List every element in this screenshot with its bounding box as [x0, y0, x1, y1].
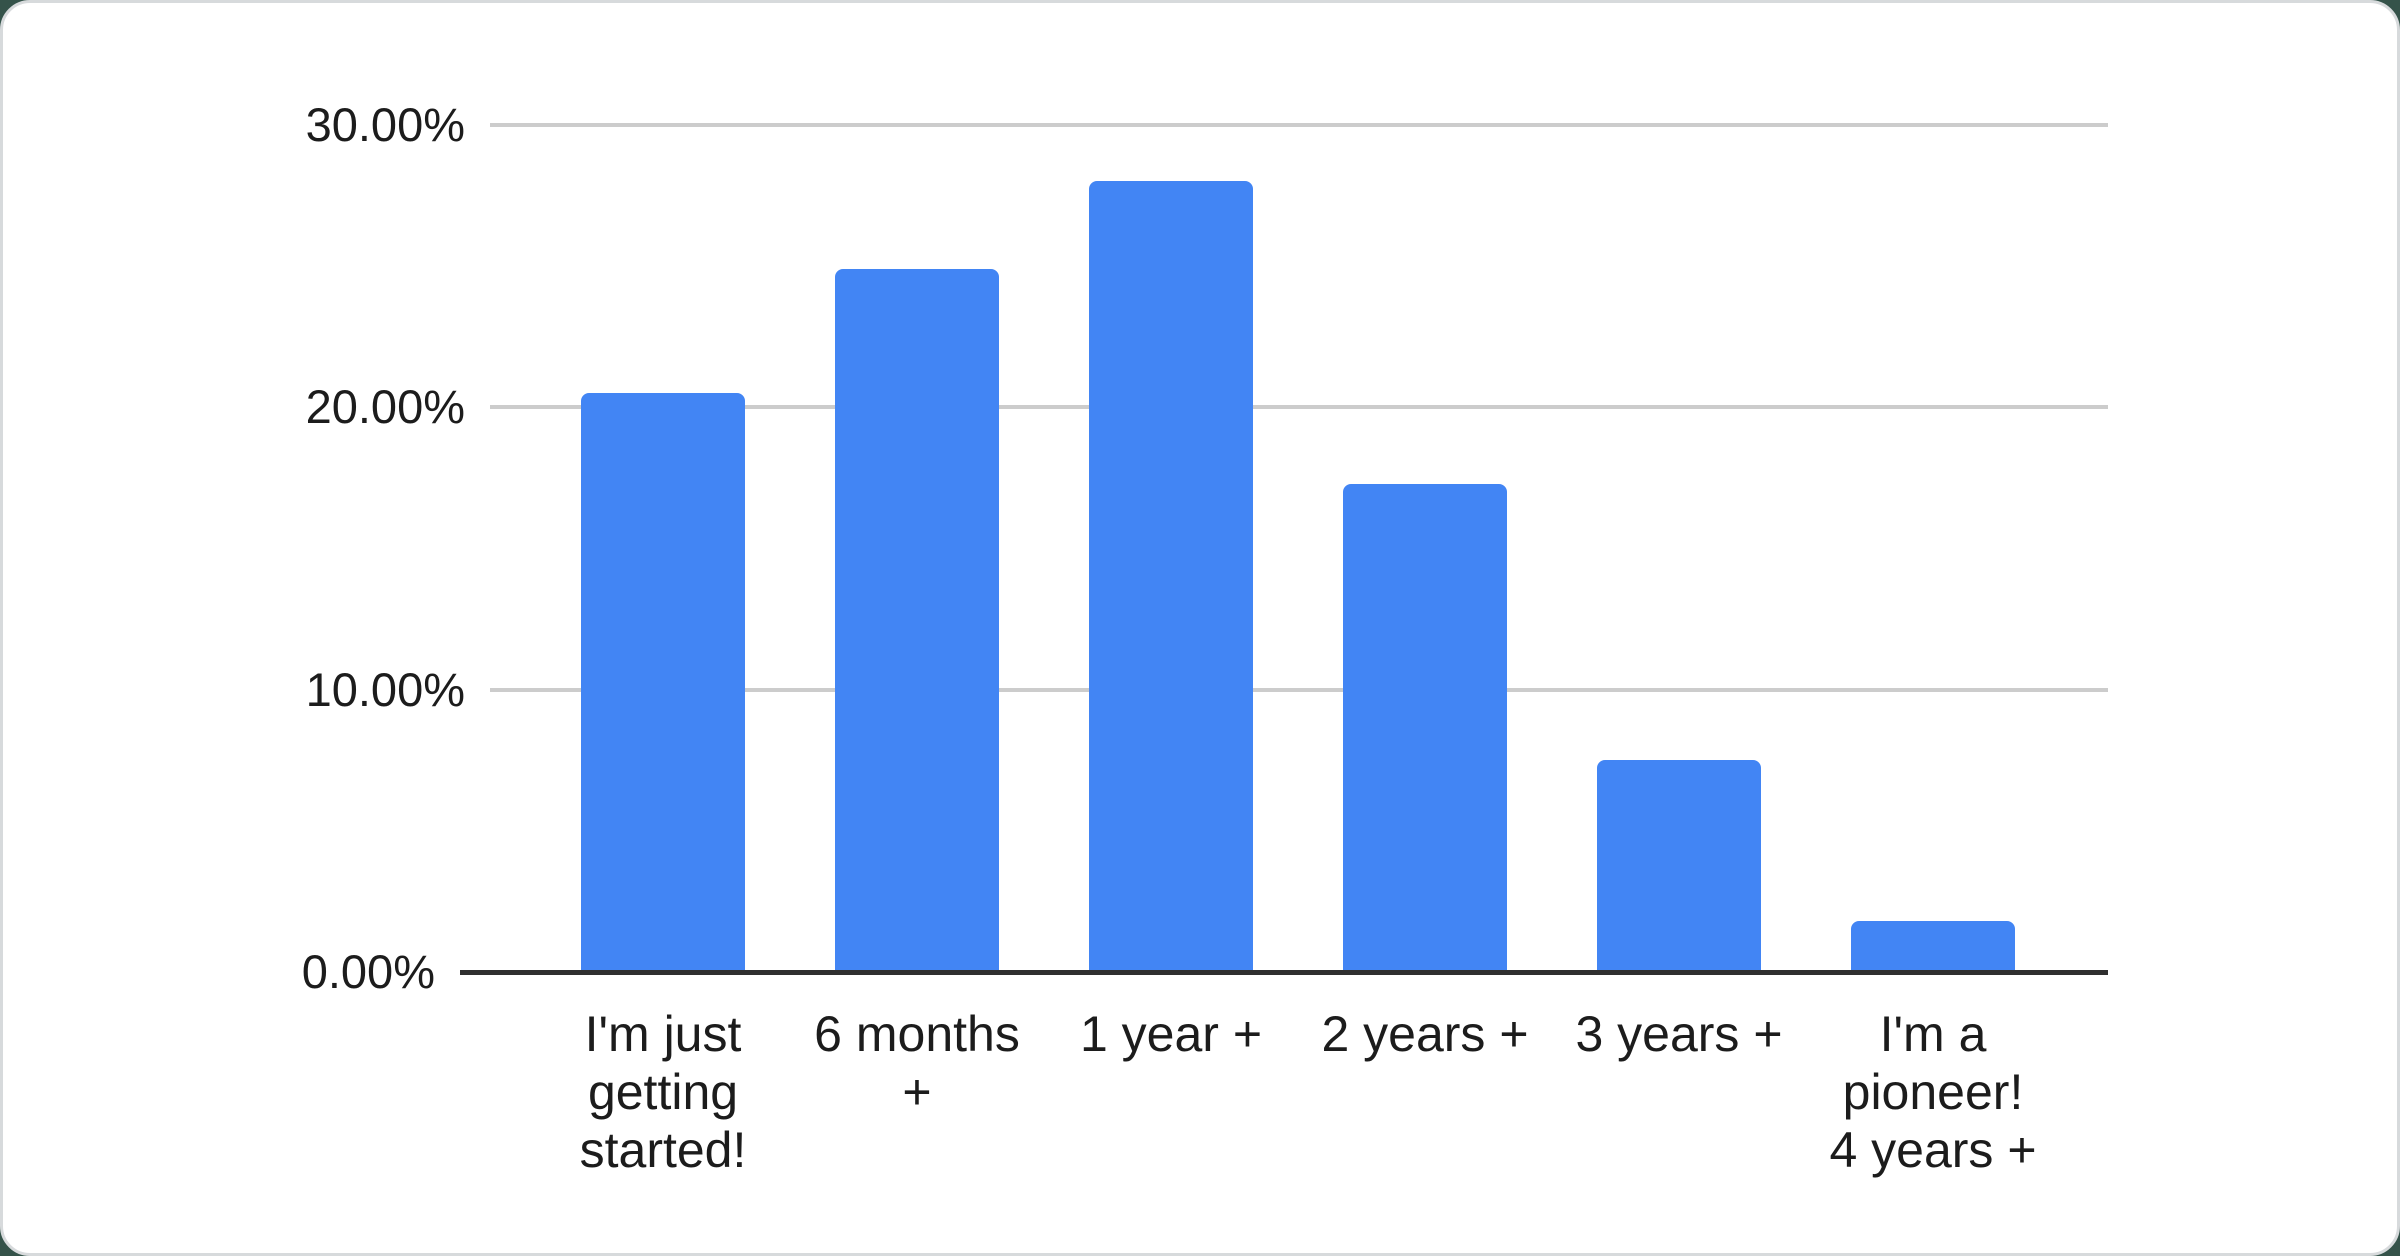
y-axis-label-20pct: 20.00%: [305, 380, 465, 434]
bar-chart: 30.00% 20.00% 10.00% 0.00% I'm just getting…: [3, 3, 2400, 1256]
y-axis-label-10pct: 10.00%: [305, 662, 465, 716]
x-axis-label-6-months: 6 months +: [814, 1006, 1020, 1120]
gridline-10pct: [490, 687, 2108, 692]
bar-2-years: [1343, 484, 1507, 972]
x-axis-label-i-m-a-pioneer-4-years: I'm a pioneer! 4 years +: [1829, 1006, 2037, 1178]
bar-1-year: [1089, 181, 1253, 972]
bar-i-m-a-pioneer-4-years: [1851, 921, 2015, 972]
bar-i-m-just-getting-started: [581, 393, 745, 972]
gridline-30pct: [490, 123, 2108, 127]
x-axis-label-3-years: 3 years +: [1575, 1006, 1783, 1062]
x-axis-label-1-year: 1 year +: [1079, 1006, 1263, 1062]
gridline-20pct: [490, 405, 2108, 410]
x-axis-baseline: [460, 970, 2108, 975]
x-axis-label-2-years: 2 years +: [1321, 1006, 1529, 1062]
x-axis-label-i-m-just-getting-started: I'm just getting started!: [579, 1006, 747, 1178]
y-axis-label-0pct: 0.00%: [301, 945, 435, 998]
bar-3-years: [1597, 760, 1761, 972]
y-axis-label-30pct: 30.00%: [305, 98, 465, 151]
bar-6-months: [835, 269, 999, 972]
